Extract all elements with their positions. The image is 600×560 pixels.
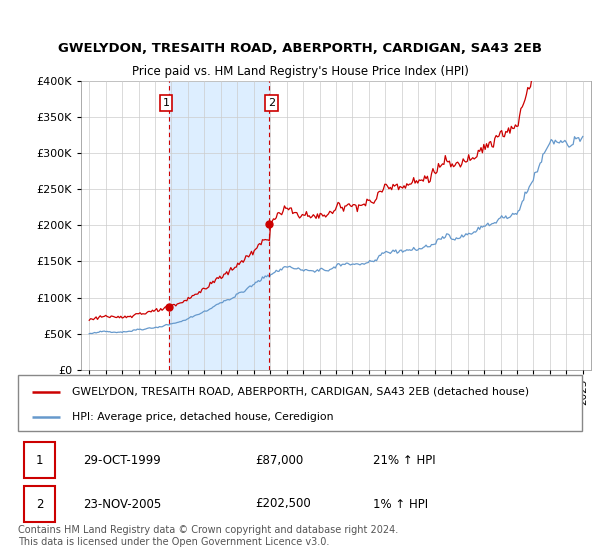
Text: 2: 2 <box>35 497 43 511</box>
FancyBboxPatch shape <box>23 486 55 522</box>
Text: 29-OCT-1999: 29-OCT-1999 <box>83 454 161 466</box>
Text: 2: 2 <box>268 98 275 108</box>
Bar <box>169 81 269 370</box>
Text: Price paid vs. HM Land Registry's House Price Index (HPI): Price paid vs. HM Land Registry's House … <box>131 66 469 78</box>
Text: 1% ↑ HPI: 1% ↑ HPI <box>373 497 428 511</box>
Text: 21% ↑ HPI: 21% ↑ HPI <box>373 454 436 466</box>
Text: 1: 1 <box>35 454 43 466</box>
FancyBboxPatch shape <box>18 375 582 431</box>
Text: HPI: Average price, detached house, Ceredigion: HPI: Average price, detached house, Cere… <box>71 412 333 422</box>
Text: GWELYDON, TRESAITH ROAD, ABERPORTH, CARDIGAN, SA43 2EB (detached house): GWELYDON, TRESAITH ROAD, ABERPORTH, CARD… <box>71 387 529 397</box>
Text: £202,500: £202,500 <box>255 497 311 511</box>
FancyBboxPatch shape <box>23 442 55 478</box>
Text: £87,000: £87,000 <box>255 454 303 466</box>
Text: 1: 1 <box>163 98 170 108</box>
Text: Contains HM Land Registry data © Crown copyright and database right 2024.
This d: Contains HM Land Registry data © Crown c… <box>18 525 398 547</box>
Text: 23-NOV-2005: 23-NOV-2005 <box>83 497 161 511</box>
Text: GWELYDON, TRESAITH ROAD, ABERPORTH, CARDIGAN, SA43 2EB: GWELYDON, TRESAITH ROAD, ABERPORTH, CARD… <box>58 42 542 55</box>
